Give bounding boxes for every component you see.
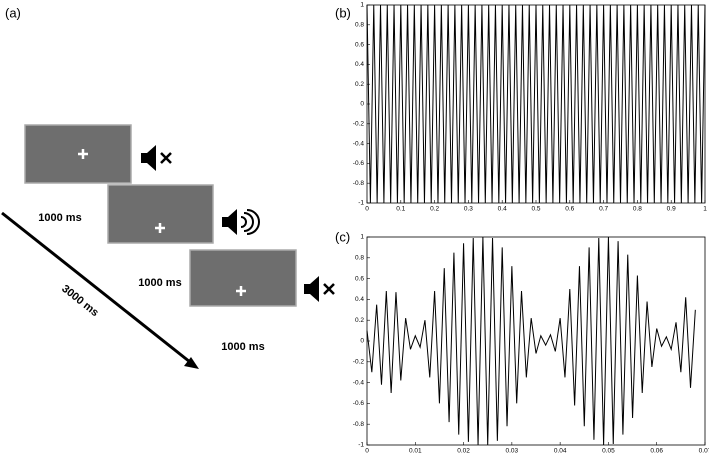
y-tick-label: -0.6 xyxy=(353,160,365,167)
x-tick-label: 0.03 xyxy=(506,448,519,455)
x-tick-label: 0.3 xyxy=(464,206,473,213)
y-tick-label: 0.8 xyxy=(355,22,364,29)
y-tick-label: -0.8 xyxy=(353,421,365,428)
y-tick-label: -1 xyxy=(358,442,364,449)
x-tick-label: 0.05 xyxy=(602,448,615,455)
x-tick-label: 0.07 xyxy=(699,448,709,455)
y-tick-label: 0.4 xyxy=(355,61,364,68)
panel-label: (c) xyxy=(335,229,350,244)
panel-label: (b) xyxy=(335,5,351,20)
waveform-line xyxy=(366,236,696,446)
x-tick-label: 0.4 xyxy=(498,206,507,213)
screen xyxy=(189,249,297,307)
y-tick-label: 0.2 xyxy=(355,317,364,324)
x-tick-label: 0.04 xyxy=(554,448,567,455)
y-tick-label: 0.4 xyxy=(355,296,364,303)
y-tick-label: -0.6 xyxy=(353,400,365,407)
x-tick-label: 0.2 xyxy=(430,206,439,213)
x-tick-label: 0.7 xyxy=(599,206,608,213)
y-tick-label: -1 xyxy=(358,200,364,207)
x-tick-label: 0.06 xyxy=(650,448,663,455)
x-tick-label: 0.5 xyxy=(531,206,540,213)
y-tick-label: 0.6 xyxy=(355,275,364,282)
x-tick-label: 0.01 xyxy=(409,448,422,455)
x-tick-label: 1 xyxy=(703,206,707,213)
speaker-muted-icon xyxy=(141,145,172,171)
waveform-line xyxy=(366,4,706,204)
x-tick-label: 0.1 xyxy=(396,206,405,213)
duration-label: 1000 ms xyxy=(221,341,264,353)
x-tick-label: 0.9 xyxy=(667,206,676,213)
x-tick-label: 0.02 xyxy=(457,448,470,455)
x-tick-label: 0 xyxy=(365,448,369,455)
y-tick-label: 1 xyxy=(360,2,364,9)
y-tick-label: -0.4 xyxy=(353,140,365,147)
y-tick-label: 0.2 xyxy=(355,81,364,88)
y-tick-label: 0 xyxy=(360,101,364,108)
y-tick-label: -0.4 xyxy=(353,379,365,386)
y-tick-label: 0.6 xyxy=(355,41,364,48)
x-tick-label: 0 xyxy=(365,206,369,213)
y-tick-label: 0.8 xyxy=(355,255,364,262)
y-tick-label: 1 xyxy=(360,234,364,241)
y-tick-label: -0.2 xyxy=(353,121,365,128)
time-arrow xyxy=(1,211,199,369)
duration-label: 1000 ms xyxy=(138,277,181,289)
screen xyxy=(24,124,132,184)
duration-label: 1000 ms xyxy=(38,212,81,224)
speaker-sound-icon xyxy=(222,209,260,235)
x-tick-label: 0.6 xyxy=(565,206,574,213)
panel-label: (a) xyxy=(5,5,21,20)
y-tick-label: -0.8 xyxy=(353,180,365,187)
y-tick-label: -0.2 xyxy=(353,359,365,366)
y-tick-label: 0 xyxy=(360,338,364,345)
screen xyxy=(107,184,214,244)
speaker-muted-icon xyxy=(304,276,335,302)
x-tick-label: 0.8 xyxy=(633,206,642,213)
plot-frame xyxy=(366,4,706,204)
